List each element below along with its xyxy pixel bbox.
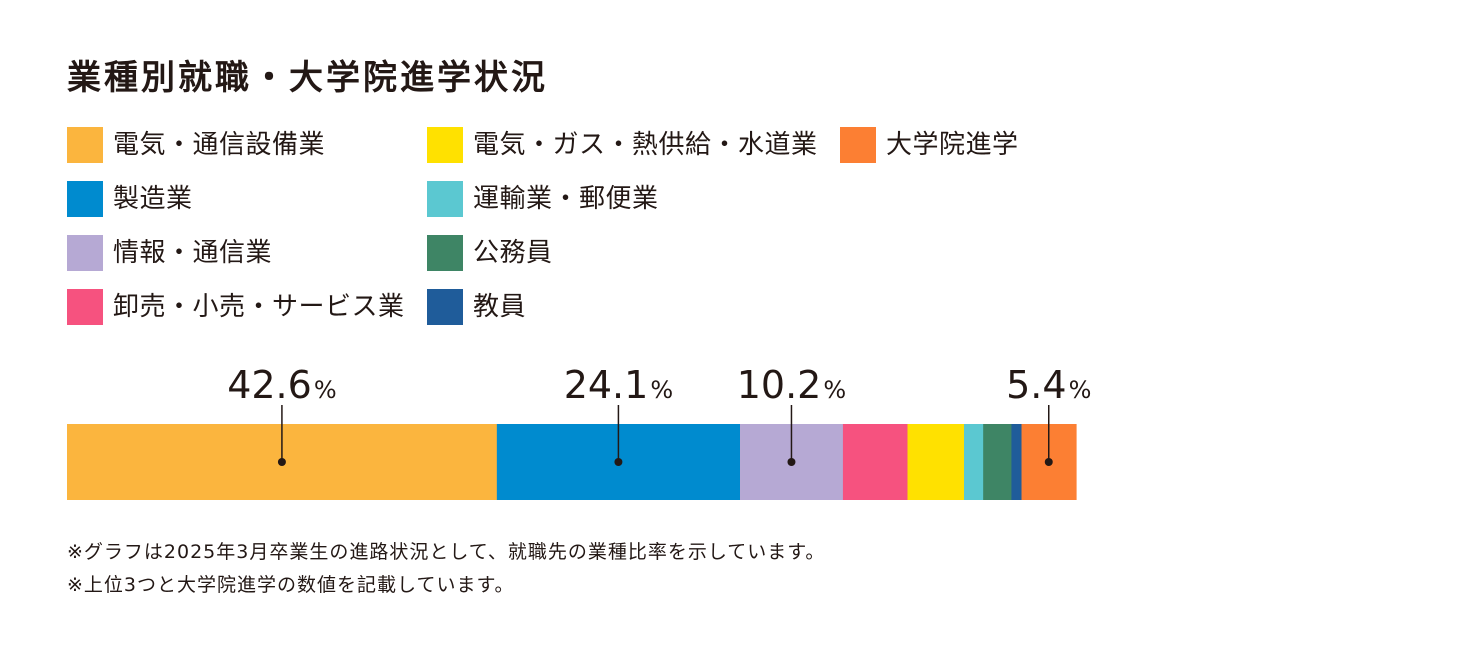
legend-item-electric-telecom-facilities: 電気・通信設備業 (67, 127, 325, 163)
legend-label: 公務員 (473, 238, 553, 268)
legend-swatch (427, 127, 463, 163)
leader-dot-3 (1044, 458, 1053, 466)
legend-item-civil-servant: 公務員 (427, 235, 553, 271)
legend-label: 大学院進学 (886, 130, 1019, 160)
data-label-value: 5.4 (1006, 363, 1066, 407)
data-label-1: 24.1% (564, 363, 673, 407)
data-label-value: 42.6 (227, 363, 312, 407)
chart-title: 業種別就職・大学院進学状況 (67, 58, 548, 98)
legend-label: 製造業 (113, 184, 193, 214)
legend-item-graduate-school: 大学院進学 (840, 127, 1019, 163)
bar-segment-5 (964, 424, 984, 500)
legend-item-teacher: 教員 (427, 289, 526, 325)
legend-swatch (67, 127, 103, 163)
legend-swatch (840, 127, 876, 163)
data-label-unit: % (1069, 376, 1092, 404)
footnote-labeled-values: ※上位3つと大学院進学の数値を記載しています。 (67, 574, 515, 596)
legend-swatch (67, 289, 103, 325)
leader-dot-1 (614, 458, 623, 466)
legend-label: 電気・通信設備業 (113, 130, 326, 160)
legend-swatch (67, 235, 103, 271)
data-label-0: 42.6% (227, 363, 336, 407)
data-label-unit: % (823, 376, 846, 404)
legend-item-utilities: 電気・ガス・熱供給・水道業 (427, 127, 818, 163)
legend-label: 教員 (473, 292, 527, 322)
legend-label: 情報・通信業 (113, 238, 273, 268)
legend-label: 卸売・小売・サービス業 (113, 292, 405, 322)
legend-swatch (67, 181, 103, 217)
data-label-unit: % (314, 376, 337, 404)
leader-dot-2 (787, 458, 796, 466)
legend-swatch (427, 181, 463, 217)
data-label-unit: % (650, 376, 673, 404)
leader-dot-0 (277, 458, 286, 466)
bar-segment-7 (1011, 424, 1023, 500)
legend-label: 電気・ガス・熱供給・水道業 (473, 130, 818, 160)
footnote-graph-description: ※グラフは2025年3月卒業生の進路状況として、就職先の業種比率を示しています。 (67, 541, 826, 563)
data-label-2: 10.2% (737, 363, 846, 407)
bar-segment-4 (907, 424, 965, 500)
bar-segment-3 (842, 424, 909, 500)
data-label-value: 10.2 (737, 363, 822, 407)
legend-item-wholesale-retail-service: 卸売・小売・サービス業 (67, 289, 405, 325)
data-label-value: 24.1 (564, 363, 649, 407)
legend-item-information-telecom: 情報・通信業 (67, 235, 272, 271)
legend-swatch (427, 235, 463, 271)
data-label-3: 5.4% (1006, 363, 1091, 407)
legend-item-transport-postal: 運輸業・郵便業 (427, 181, 659, 217)
bar-segment-6 (983, 424, 1013, 500)
legend-item-manufacturing: 製造業 (67, 181, 193, 217)
legend-label: 運輸業・郵便業 (473, 184, 659, 214)
legend-swatch (427, 289, 463, 325)
